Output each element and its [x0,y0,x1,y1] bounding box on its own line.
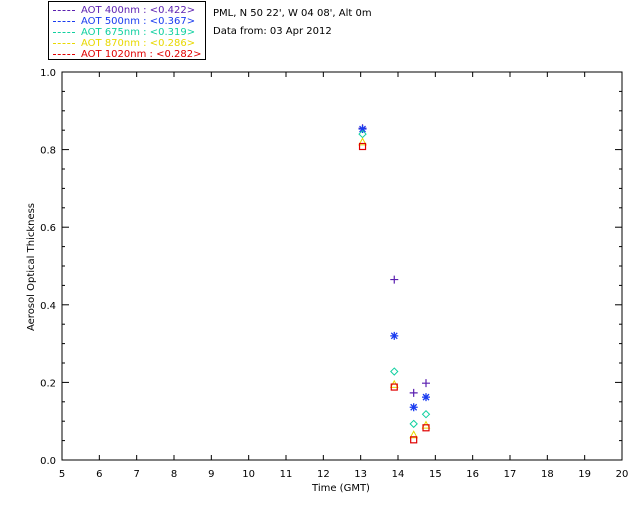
legend-line-500nm [53,21,75,22]
x-tick-label: 14 [392,469,405,480]
x-tick-label: 12 [317,469,330,480]
plot-axes [61,71,623,461]
aot-675nm-point [409,419,418,429]
legend-label-1020nm: AOT 1020nm : <0.282> [81,49,202,60]
aot-500nm-marker [422,393,430,402]
x-tick-label: 9 [208,469,214,480]
legend-line-675nm [53,32,75,33]
data-points [358,124,431,444]
aot-870nm-point [358,137,367,146]
aot-1020nm-point [410,436,418,444]
aot-675nm-point [421,410,431,419]
aot-500nm-point [409,403,418,412]
y-tick-label: 0.8 [40,146,56,157]
aot-500nm-marker [409,403,418,412]
aot-400nm-point [390,275,399,284]
station-info: PML, N 50 22', W 04 08', Alt 0m [213,8,372,19]
x-tick-label: 16 [466,469,479,480]
legend-line-1020nm [53,54,75,55]
x-tick-label: 7 [133,469,139,480]
aot-870nm-marker [358,137,367,146]
y-tick-label: 0.6 [40,223,56,234]
y-tick-label: 0.4 [40,301,56,312]
aot-400nm-marker [409,388,418,397]
x-axis-label: Time (GMT) [311,483,370,494]
x-tick-label: 8 [171,469,177,480]
aot-675nm-marker [390,367,399,376]
y-axis-label: Aerosol Optical Thickness [26,203,37,331]
aot-1020nm-point [390,383,398,391]
y-axis-ticks: 0.0 0.2 0.4 0.6 0.8 1.0 [40,68,622,467]
aot-1020nm-marker [390,383,398,391]
aot-500nm-marker [390,331,399,340]
x-tick-label: 5 [59,469,65,480]
x-tick-label: 20 [616,469,629,480]
x-tick-label: 15 [429,469,442,480]
legend-line-870nm [53,43,75,44]
date-info: Data from: 03 Apr 2012 [213,26,332,37]
aot-500nm-point [390,331,399,340]
x-tick-label: 11 [280,469,293,480]
aot-500nm-point [422,393,430,402]
x-tick-label: 6 [96,469,102,480]
aot-1020nm-point [422,424,430,432]
aot-1020nm-point [358,142,367,151]
aot-400nm-point [409,388,418,397]
x-tick-label: 18 [541,469,554,480]
aot-675nm-point [390,367,399,376]
plot-frame [61,71,623,461]
aot-500nm-point [358,125,367,134]
y-tick-label: 0.2 [40,378,56,389]
legend-line-400nm [53,10,75,11]
aot-1020nm-marker [410,436,418,444]
aot-1020nm-marker [358,142,367,151]
aot-400nm-marker [390,275,399,284]
y-tick-label: 1.0 [40,68,56,79]
legend-label-400nm: AOT 400nm : <0.422> [81,5,196,16]
aot-675nm-marker [409,419,418,429]
aot-500nm-marker [358,125,367,134]
aot-870nm-point [409,430,419,439]
x-tick-label: 17 [504,469,517,480]
aot-870nm-marker [409,430,419,439]
legend-label-675nm: AOT 675nm : <0.319> [81,27,196,38]
legend-label-500nm: AOT 500nm : <0.367> [81,16,196,27]
aot-1020nm-marker [422,424,430,432]
legend-label-870nm: AOT 870nm : <0.286> [81,38,196,49]
x-tick-label: 10 [242,469,255,480]
x-axis-ticks: 5 6 7 8 9 10 11 12 13 14 15 16 17 18 19 20 [59,72,629,480]
aot-400nm-marker [422,379,430,388]
legend: AOT 400nm : <0.422> AOT 500nm : <0.367> … [48,1,206,60]
y-tick-label: 0.0 [40,456,56,467]
aot-675nm-marker [421,410,431,419]
aot-400nm-point [422,379,430,388]
x-tick-label: 13 [354,469,367,480]
x-tick-label: 19 [578,469,591,480]
